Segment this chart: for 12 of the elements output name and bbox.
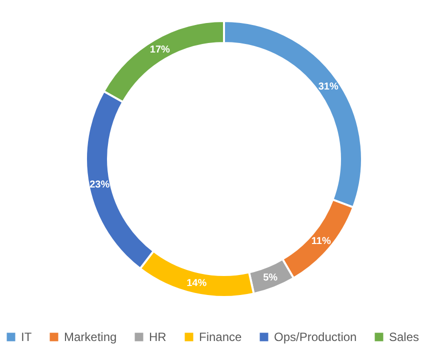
legend-label: HR bbox=[149, 330, 167, 344]
legend-label: Marketing bbox=[64, 330, 117, 344]
legend-label: Sales bbox=[389, 330, 420, 344]
data-label: 11% bbox=[311, 236, 331, 247]
data-label: 23% bbox=[90, 180, 110, 191]
data-label: 5% bbox=[263, 272, 278, 284]
data-label: 14% bbox=[186, 278, 207, 289]
legend-label: IT bbox=[21, 330, 32, 344]
data-label: 31% bbox=[318, 82, 338, 93]
legend-label: Ops/Production bbox=[274, 330, 357, 344]
data-label: 17% bbox=[150, 44, 170, 56]
legend-label: Finance bbox=[199, 330, 242, 344]
